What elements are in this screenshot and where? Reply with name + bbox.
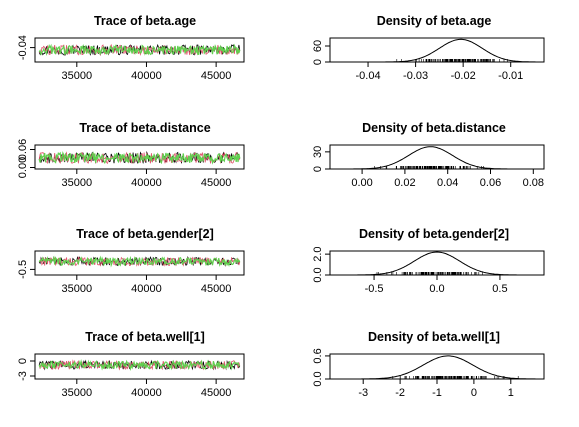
panel-7-y-tick-label: -3 bbox=[17, 371, 29, 381]
panel-8-rug bbox=[392, 376, 519, 379]
panel-5-x-tick-label: 40000 bbox=[131, 283, 162, 295]
panel-4-rug bbox=[374, 166, 484, 169]
panel-2-y-tick-label: 0 bbox=[312, 59, 324, 65]
panel-6-plot-box bbox=[329, 250, 545, 276]
panel-4-plot-box bbox=[329, 144, 545, 170]
panel-8-x-tick-label: -2 bbox=[395, 387, 405, 399]
panel-4-x-tick-label: 0.02 bbox=[394, 177, 415, 189]
panel-7-plot-box bbox=[34, 353, 245, 380]
panel-4-x-tick-label: 0.04 bbox=[437, 177, 458, 189]
panel-6-y-tick-label: 2.0 bbox=[312, 246, 324, 261]
panel-6-density-curve bbox=[330, 251, 544, 276]
panel-7-x-tick-label: 45000 bbox=[201, 387, 232, 399]
panel-8-x-tick-label: -1 bbox=[432, 387, 442, 399]
panel-3-chain-3-line bbox=[38, 151, 241, 165]
panel-4-y-tick-label: 30 bbox=[312, 146, 324, 158]
panel-6-title: Density of beta.gender[2] bbox=[359, 227, 509, 241]
panel-4-density-curve bbox=[330, 146, 544, 170]
panel-2-rug bbox=[396, 59, 508, 62]
panel-8-title: Density of beta.well[1] bbox=[368, 330, 500, 344]
panel-2-x-tick-label: -0.01 bbox=[498, 70, 523, 82]
panel-8-y-tick-label: 0.0 bbox=[312, 371, 324, 386]
panel-6-x-tick-label: -0.5 bbox=[365, 283, 384, 295]
panel-5-chain-2-line bbox=[39, 256, 241, 267]
panel-1-plot-box bbox=[34, 37, 245, 63]
panel-1-y-tick-label: -0.04 bbox=[17, 35, 29, 60]
panel-4-x-tick-label: 0.00 bbox=[351, 177, 372, 189]
panel-7-x-tick-label: 35000 bbox=[62, 387, 93, 399]
panel-3-x-tick-label: 35000 bbox=[62, 177, 93, 189]
panel-2-y-tick-label: 60 bbox=[312, 40, 324, 52]
panel-7-title: Trace of beta.well[1] bbox=[85, 330, 204, 344]
panel-7-y-tick-label: 0 bbox=[17, 358, 29, 364]
panel-2-plot-box bbox=[329, 37, 545, 63]
panel-8-x-tick-label: 0 bbox=[471, 387, 477, 399]
panel-2-x-tick-label: -0.04 bbox=[356, 70, 381, 82]
panel-8-x-tick-label: -3 bbox=[358, 387, 368, 399]
panel-5-x-tick-label: 45000 bbox=[201, 283, 232, 295]
panel-4-x-tick-label: 0.08 bbox=[523, 177, 544, 189]
panel-5-chain-3-line bbox=[38, 255, 241, 268]
panel-2-title: Density of beta.age bbox=[377, 14, 492, 28]
panel-7-chain-3-line bbox=[38, 359, 240, 371]
panel-6-y-tick-label: 0.0 bbox=[312, 267, 324, 282]
panel-2-x-tick-label: -0.03 bbox=[403, 70, 428, 82]
panel-3-title: Trace of beta.distance bbox=[79, 121, 210, 135]
panel-5-title: Trace of beta.gender[2] bbox=[76, 227, 214, 241]
panel-4-x-tick-label: 0.06 bbox=[480, 177, 501, 189]
panel-4-y-tick-label: 0 bbox=[312, 166, 324, 172]
panel-2-density-curve bbox=[330, 38, 544, 63]
panel-3-x-tick-label: 40000 bbox=[131, 177, 162, 189]
panel-1-x-tick-label: 45000 bbox=[201, 70, 232, 82]
panel-5-y-tick-label: -0.5 bbox=[17, 260, 29, 279]
panel-6-x-tick-label: 0.0 bbox=[429, 283, 444, 295]
panel-5-plot-box bbox=[34, 250, 245, 276]
panel-4-title: Density of beta.distance bbox=[362, 121, 506, 135]
panel-1-x-tick-label: 40000 bbox=[131, 70, 162, 82]
panel-3-y-tick-label: 0.00 bbox=[17, 157, 29, 178]
panel-2-x-tick-label: -0.02 bbox=[451, 70, 476, 82]
panel-8-x-tick-label: 1 bbox=[508, 387, 514, 399]
panel-8-y-tick-label: 0.6 bbox=[312, 348, 324, 363]
panel-1-chain-3-line bbox=[38, 43, 241, 56]
panel-7-x-tick-label: 40000 bbox=[131, 387, 162, 399]
panel-1-x-tick-label: 35000 bbox=[62, 70, 93, 82]
panel-6-rug bbox=[376, 272, 483, 275]
panel-6-x-tick-label: 0.5 bbox=[492, 283, 507, 295]
panel-3-x-tick-label: 45000 bbox=[201, 177, 232, 189]
panel-8-density-curve bbox=[330, 355, 544, 380]
panel-5-x-tick-label: 35000 bbox=[62, 283, 93, 295]
panel-1-title: Trace of beta.age bbox=[94, 14, 196, 28]
panel-3-plot-box bbox=[34, 144, 245, 170]
panel-3-y-tick-label: 0.06 bbox=[17, 139, 29, 160]
